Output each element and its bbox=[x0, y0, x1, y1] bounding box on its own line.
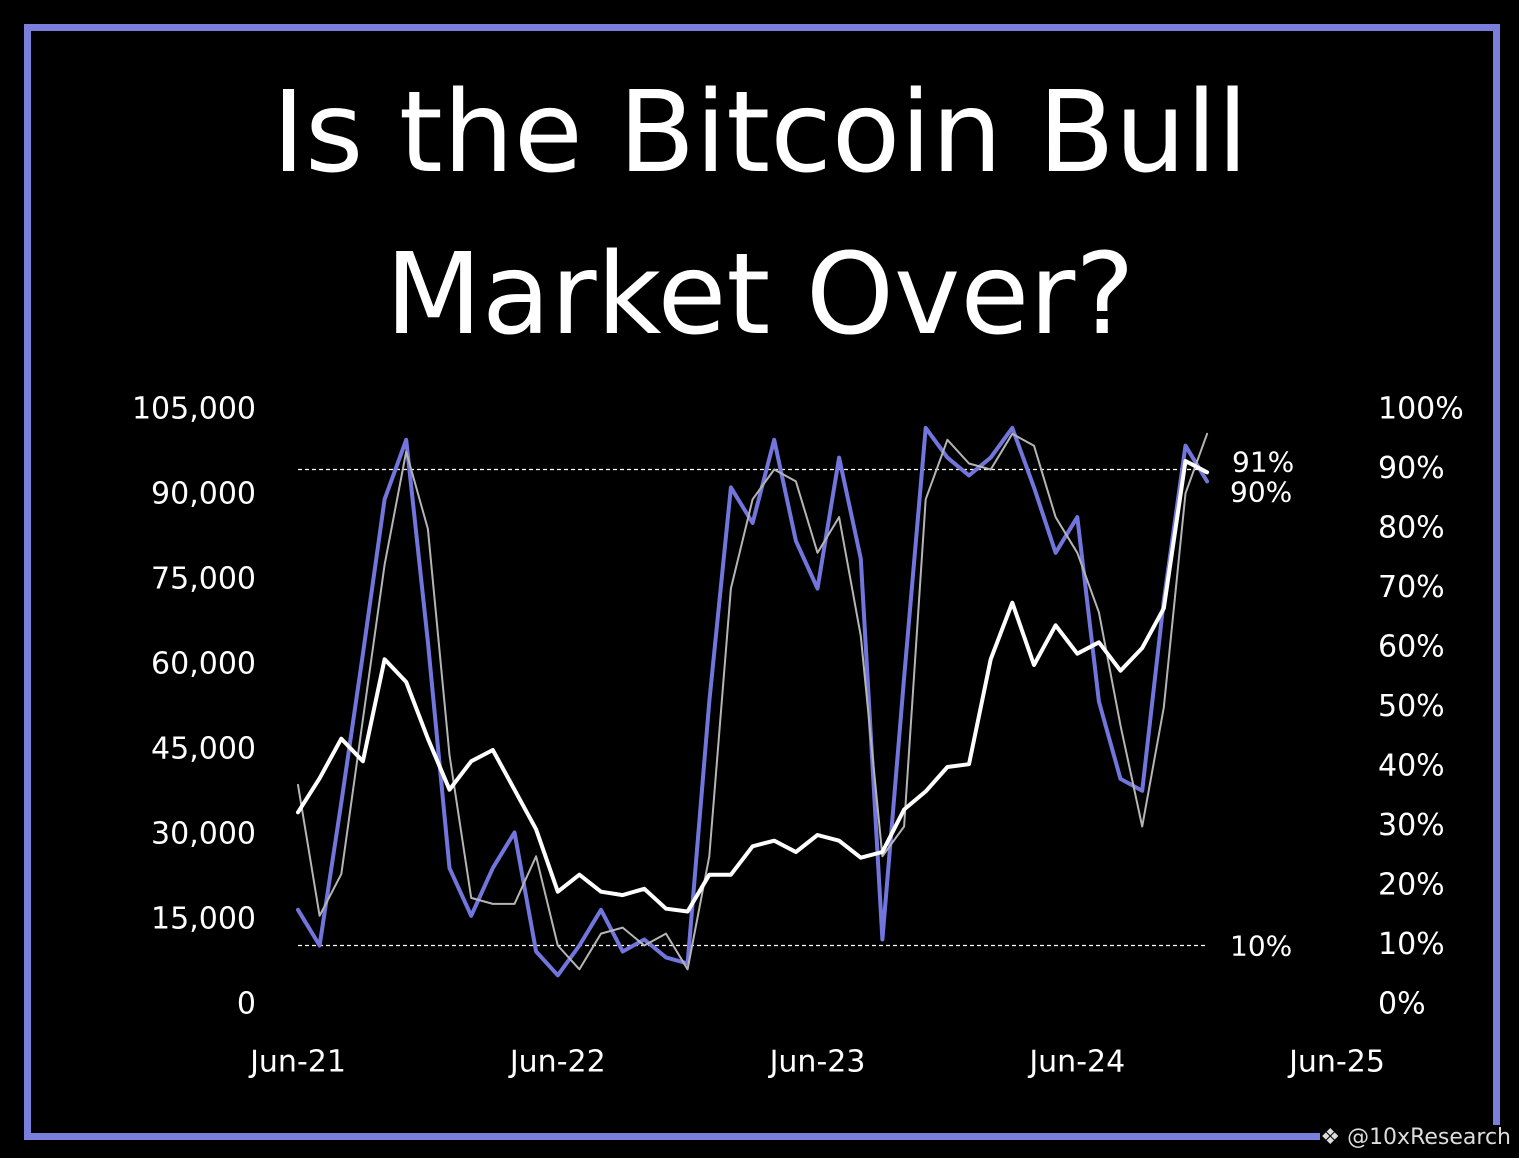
watermark: ❖ @10xResearch bbox=[1320, 1125, 1511, 1150]
x-tick-label: Jun-22 bbox=[508, 1045, 606, 1080]
y2-tick-label: 60% bbox=[1378, 630, 1445, 665]
y2-tick-label: 20% bbox=[1378, 868, 1445, 903]
y-tick-label: 75,000 bbox=[151, 562, 256, 597]
x-tick-label: Jun-25 bbox=[1287, 1045, 1385, 1080]
reference-label: 90% bbox=[1230, 476, 1292, 509]
watermark-icon: ❖ bbox=[1320, 1125, 1341, 1150]
y2-tick-label: 10% bbox=[1378, 927, 1445, 962]
y2-tick-label: 100% bbox=[1378, 392, 1464, 427]
frame bbox=[24, 24, 1500, 1140]
y-tick-label: 45,000 bbox=[151, 732, 256, 767]
watermark-text: @10xResearch bbox=[1347, 1125, 1511, 1150]
y-tick-label: 15,000 bbox=[151, 902, 256, 937]
series-line bbox=[297, 432, 1209, 971]
y2-tick-label: 40% bbox=[1378, 749, 1445, 784]
y2-tick-label: 90% bbox=[1378, 451, 1445, 486]
y2-tick-label: 0% bbox=[1378, 987, 1426, 1022]
y-tick-label: 90,000 bbox=[151, 477, 256, 512]
y2-tick-label: 50% bbox=[1378, 689, 1445, 724]
reference-label: 10% bbox=[1230, 930, 1292, 963]
annotation: 91% bbox=[1232, 446, 1294, 479]
series-line bbox=[296, 459, 1210, 914]
y-tick-label: 0 bbox=[237, 987, 256, 1022]
y-tick-label: 30,000 bbox=[151, 817, 256, 852]
x-tick-label: Jun-21 bbox=[248, 1045, 346, 1080]
x-tick-label: Jun-24 bbox=[1027, 1045, 1125, 1080]
series-line bbox=[296, 425, 1210, 978]
y-tick-label: 60,000 bbox=[151, 647, 256, 682]
x-tick-label: Jun-23 bbox=[768, 1045, 866, 1080]
y2-tick-label: 80% bbox=[1378, 511, 1445, 546]
y-tick-label: 105,000 bbox=[132, 392, 256, 427]
y2-tick-label: 70% bbox=[1378, 570, 1445, 605]
chart-title: Is the Bitcoin Bull Market Over? bbox=[271, 68, 1249, 360]
y2-tick-label: 30% bbox=[1378, 808, 1445, 843]
